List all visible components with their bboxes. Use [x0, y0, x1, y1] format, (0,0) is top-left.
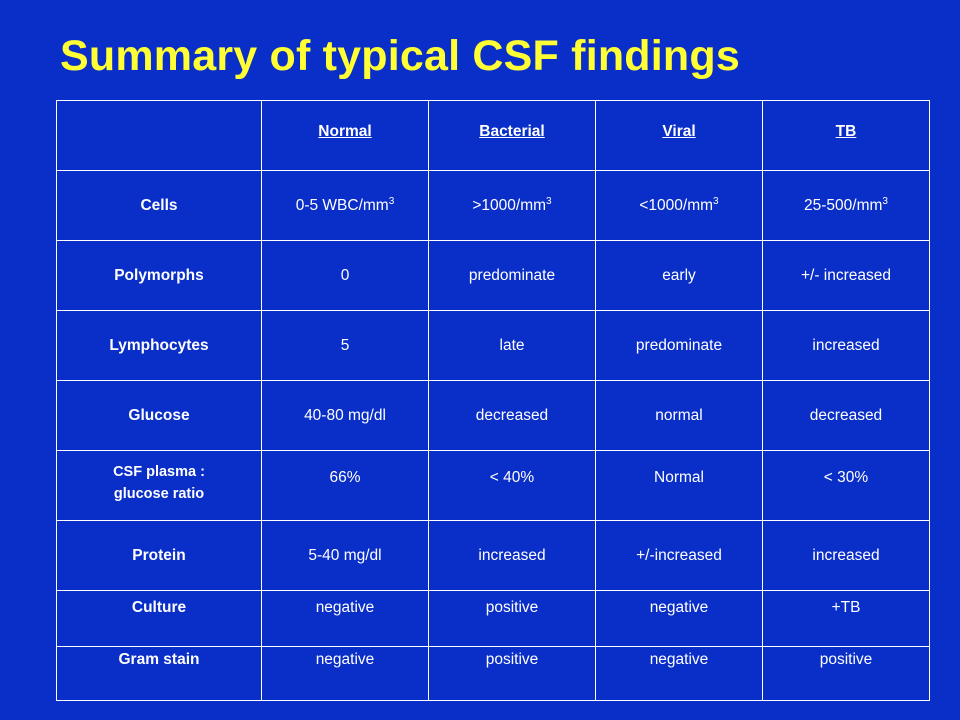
- cell-tb: 25-500/mm3: [762, 170, 930, 241]
- cell-text: 25-500/mm: [804, 196, 883, 214]
- cell-tb: positive: [762, 646, 930, 701]
- cell-normal: 0-5 WBC/mm3: [261, 170, 429, 241]
- header-viral: Viral: [595, 100, 763, 171]
- header-tb: TB: [762, 100, 930, 171]
- cell-viral: negative: [595, 646, 763, 701]
- cell-superscript: 3: [713, 195, 719, 207]
- cell-bacterial: increased: [428, 520, 596, 591]
- cell-tb: +/- increased: [762, 240, 930, 311]
- row-label-lymphocytes: Lymphocytes: [56, 310, 262, 381]
- cell-normal: 5: [261, 310, 429, 381]
- cell-superscript: 3: [388, 195, 395, 207]
- cell-normal: negative: [261, 590, 429, 647]
- cell-normal: 66%: [261, 450, 429, 521]
- table-row-lymphocytes: Lymphocytes 5 late predominate increased: [56, 310, 930, 381]
- table-row-glucose-ratio: CSF plasma : glucose ratio 66% < 40% Nor…: [56, 450, 930, 521]
- cell-bacterial: < 40%: [428, 450, 596, 521]
- cell-viral: <1000/mm3: [595, 170, 763, 241]
- cell-text: >1000/mm: [472, 196, 547, 214]
- cell-superscript: 3: [882, 195, 888, 207]
- table-row-protein: Protein 5-40 mg/dl increased +/-increase…: [56, 520, 930, 591]
- row-label-cells: Cells: [56, 170, 262, 241]
- cell-tb: +TB: [762, 590, 930, 647]
- cell-tb: increased: [762, 520, 930, 591]
- row-label-culture: Culture: [56, 590, 262, 647]
- row-label-glucose-ratio: CSF plasma : glucose ratio: [56, 450, 262, 521]
- cell-bacterial: predominate: [428, 240, 596, 311]
- cell-viral: predominate: [595, 310, 763, 381]
- row-label-gram-stain: Gram stain: [56, 646, 262, 701]
- cell-viral: +/-increased: [595, 520, 763, 591]
- cell-viral: early: [595, 240, 763, 311]
- cell-bacterial: late: [428, 310, 596, 381]
- header-empty: [56, 100, 262, 171]
- slide-title: Summary of typical CSF findings: [60, 32, 740, 80]
- table-header-row: Normal Bacterial Viral TB: [56, 100, 930, 171]
- row-label-line: glucose ratio: [113, 486, 205, 502]
- cell-superscript: 3: [546, 195, 552, 207]
- cell-normal: 0: [261, 240, 429, 311]
- table-row-culture: Culture negative positive negative +TB: [56, 590, 930, 647]
- cell-bacterial: positive: [428, 590, 596, 647]
- table-row-polymorphs: Polymorphs 0 predominate early +/- incre…: [56, 240, 930, 311]
- row-label-protein: Protein: [56, 520, 262, 591]
- table-row-glucose: Glucose 40-80 mg/dl decreased normal dec…: [56, 380, 930, 451]
- cell-tb: increased: [762, 310, 930, 381]
- cell-normal: negative: [261, 646, 429, 701]
- cell-tb: < 30%: [762, 450, 930, 521]
- row-label-glucose: Glucose: [56, 380, 262, 451]
- cell-normal: 40-80 mg/dl: [261, 380, 429, 451]
- table-row-cells: Cells 0-5 WBC/mm3 >1000/mm3 <1000/mm3 25…: [56, 170, 930, 241]
- cell-bacterial: positive: [428, 646, 596, 701]
- cell-tb: decreased: [762, 380, 930, 451]
- cell-normal: 5-40 mg/dl: [261, 520, 429, 591]
- cell-bacterial: decreased: [428, 380, 596, 451]
- cell-text: <1000/mm: [639, 196, 714, 214]
- cell-text: 0-5 WBC/mm: [295, 196, 389, 214]
- cell-bacterial: >1000/mm3: [428, 170, 596, 241]
- cell-viral: normal: [595, 380, 763, 451]
- header-bacterial: Bacterial: [428, 100, 596, 171]
- cell-viral: negative: [595, 590, 763, 647]
- table-row-gram-stain: Gram stain negative positive negative po…: [56, 646, 930, 701]
- cell-viral: Normal: [595, 450, 763, 521]
- header-normal: Normal: [261, 100, 429, 171]
- row-label-line: CSF plasma :: [113, 464, 205, 480]
- row-label-polymorphs: Polymorphs: [56, 240, 262, 311]
- csf-findings-table: Normal Bacterial Viral TB Cells 0-5 WBC/…: [56, 100, 930, 701]
